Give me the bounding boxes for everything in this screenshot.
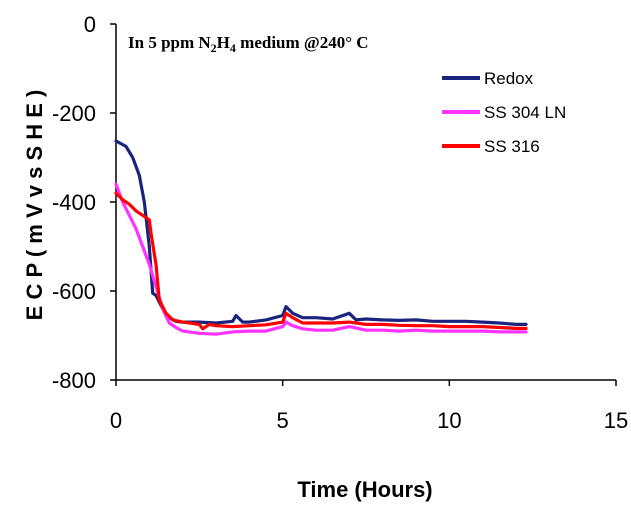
y-tick-label: -200 [52, 101, 96, 126]
legend-label: Redox [484, 69, 534, 88]
x-tick-label: 0 [110, 408, 122, 433]
series-line-redox [114, 139, 528, 326]
y-tick-label: -400 [52, 190, 96, 215]
legend-label: SS 304 LN [484, 103, 566, 122]
legend: Redox SS 304 LN SS 316 [442, 69, 566, 156]
x-axis-label: Time (Hours) [297, 477, 432, 502]
x-tick-label: 15 [604, 408, 628, 433]
x-tick-label: 10 [437, 408, 461, 433]
series-lines [114, 139, 528, 336]
y-tick-label: -600 [52, 279, 96, 304]
chart-annotation: In 5 ppm N2H4 medium @240° C [128, 33, 369, 55]
x-tick-label: 5 [277, 408, 289, 433]
series-line-ss-316 [114, 191, 528, 331]
x-tick-labels: 0 5 10 15 [110, 408, 628, 433]
y-tick-labels: 0 -200 -400 -600 -800 [52, 12, 96, 393]
y-axis-label: E C P ( m V v s S H E ) [22, 90, 47, 321]
series-line-ss-304-ln [114, 182, 528, 336]
y-tick-label: 0 [84, 12, 96, 37]
legend-label: SS 316 [484, 137, 540, 156]
tick-marks [110, 23, 617, 386]
y-tick-label: -800 [52, 368, 96, 393]
